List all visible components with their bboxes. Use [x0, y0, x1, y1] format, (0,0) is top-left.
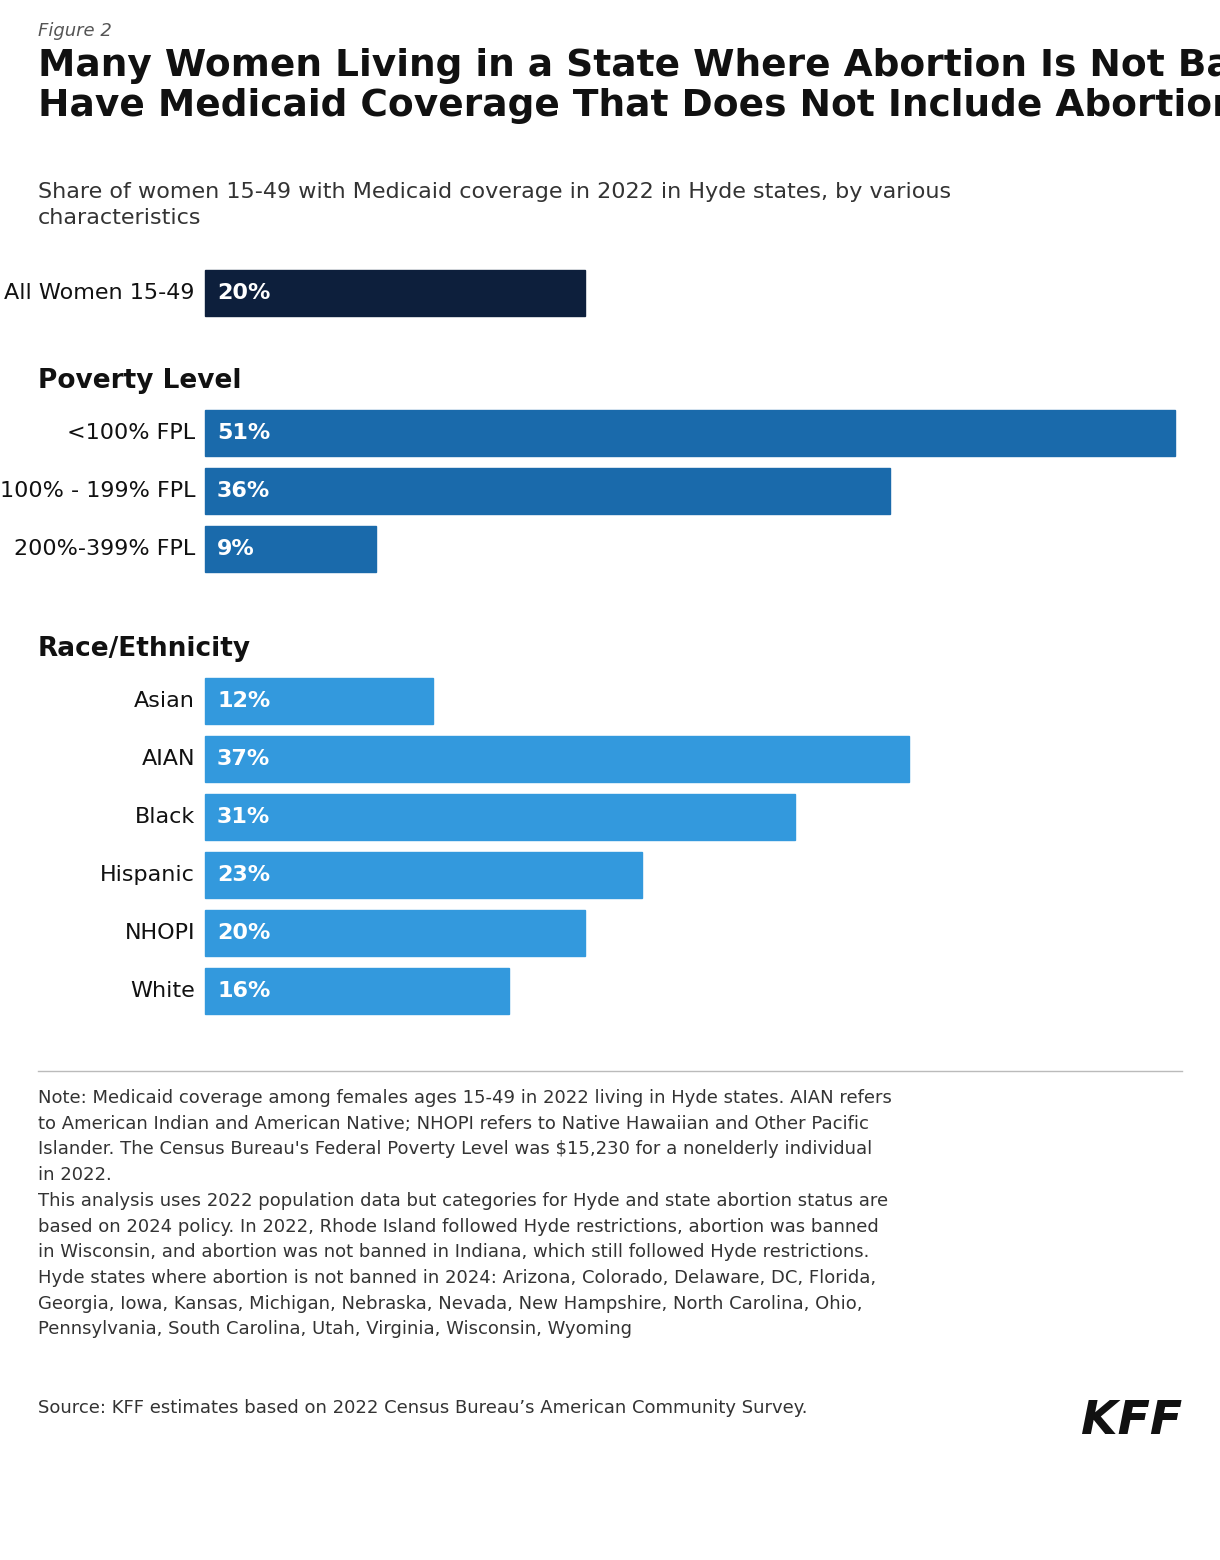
Text: 16%: 16% — [217, 981, 271, 1002]
Bar — [205, 736, 909, 782]
Text: 20%: 20% — [217, 924, 271, 942]
Bar — [205, 794, 794, 839]
Text: 36%: 36% — [217, 480, 271, 501]
Text: Figure 2: Figure 2 — [38, 22, 112, 41]
Bar — [205, 270, 586, 317]
Text: 12%: 12% — [217, 691, 271, 711]
Text: Black: Black — [134, 807, 195, 827]
Bar — [205, 852, 643, 899]
Bar — [205, 468, 889, 513]
Text: White: White — [131, 981, 195, 1002]
Text: Hispanic: Hispanic — [100, 864, 195, 885]
Bar — [205, 909, 586, 956]
Text: 23%: 23% — [217, 864, 270, 885]
Text: 9%: 9% — [217, 540, 255, 558]
Text: Source: KFF estimates based on 2022 Census Bureau’s American Community Survey.: Source: KFF estimates based on 2022 Cens… — [38, 1399, 808, 1416]
Text: 200%-399% FPL: 200%-399% FPL — [13, 540, 195, 558]
Bar — [205, 969, 509, 1014]
Text: <100% FPL: <100% FPL — [67, 423, 195, 443]
Text: NHOPI: NHOPI — [124, 924, 195, 942]
Text: 31%: 31% — [217, 807, 271, 827]
Bar — [205, 526, 376, 573]
Text: Asian: Asian — [134, 691, 195, 711]
Text: Share of women 15-49 with Medicaid coverage in 2022 in Hyde states, by various
c: Share of women 15-49 with Medicaid cover… — [38, 183, 952, 228]
Text: 100% - 199% FPL: 100% - 199% FPL — [0, 480, 195, 501]
Bar — [205, 679, 433, 724]
Text: Race/Ethnicity: Race/Ethnicity — [38, 636, 251, 661]
Text: KFF: KFF — [1081, 1399, 1182, 1445]
Text: Many Women Living in a State Where Abortion Is Not Banned
Have Medicaid Coverage: Many Women Living in a State Where Abort… — [38, 48, 1220, 125]
Text: AIAN: AIAN — [142, 749, 195, 769]
Text: 51%: 51% — [217, 423, 271, 443]
Text: Poverty Level: Poverty Level — [38, 368, 242, 395]
Text: Note: Medicaid coverage among females ages 15-49 in 2022 living in Hyde states. : Note: Medicaid coverage among females ag… — [38, 1089, 892, 1338]
Text: All Women 15-49: All Women 15-49 — [5, 282, 195, 303]
Text: 20%: 20% — [217, 282, 271, 303]
Text: 37%: 37% — [217, 749, 271, 769]
Bar — [205, 410, 1175, 456]
